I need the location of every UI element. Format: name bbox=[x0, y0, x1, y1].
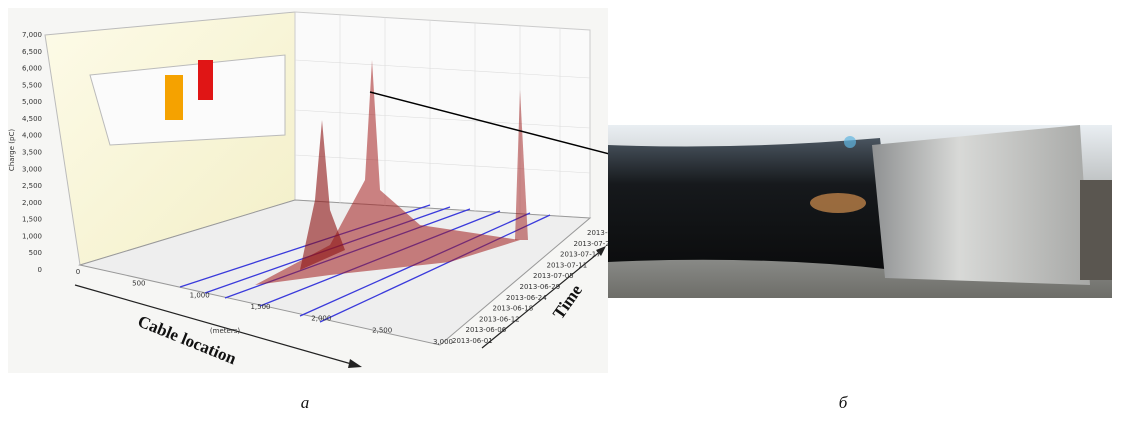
date-label: 2013-07-28 bbox=[587, 229, 628, 237]
y-tick-label: 4,000 bbox=[22, 132, 42, 140]
damage-spot bbox=[810, 193, 866, 213]
y-tick-label: 6,000 bbox=[22, 65, 42, 73]
y-tick-label: 2,500 bbox=[22, 182, 42, 190]
y-tick-label: 5,000 bbox=[22, 98, 42, 106]
arrow-head bbox=[596, 246, 606, 256]
y-tick-label: 0 bbox=[38, 266, 42, 274]
wall-grid bbox=[294, 15, 591, 216]
date-label: 2013-06-24 bbox=[506, 294, 547, 302]
time-arrow bbox=[481, 249, 603, 349]
date-label: 2013-06-06 bbox=[466, 326, 507, 334]
x-tick-label: 2,000 bbox=[311, 315, 331, 323]
arrow-head bbox=[348, 359, 362, 368]
y-tick-label: 3,500 bbox=[22, 149, 42, 157]
x-tick-label: 500 bbox=[132, 280, 145, 288]
date-label: 2013-06-29 bbox=[520, 283, 561, 291]
y-tick-label: 4,500 bbox=[22, 115, 42, 123]
panel-b bbox=[608, 125, 1112, 298]
metal-sleeve bbox=[872, 125, 1090, 285]
right-wall bbox=[294, 11, 591, 219]
x-axis-unit: (meters) bbox=[210, 327, 240, 335]
date-label: 2013-07-23 bbox=[574, 240, 615, 248]
x-tick-label: 1,000 bbox=[190, 291, 210, 299]
inset-bar bbox=[165, 75, 183, 120]
y-tick-label: 1,500 bbox=[22, 216, 42, 224]
discharge-cloud bbox=[255, 60, 520, 285]
x-tick-label: 3,000 bbox=[433, 338, 453, 346]
x-arrow bbox=[74, 284, 356, 366]
y-tick-label: 3,000 bbox=[22, 165, 42, 173]
inset bbox=[89, 54, 286, 146]
y-tick-label: 2,000 bbox=[22, 199, 42, 207]
inset-bar bbox=[198, 60, 213, 100]
y-axis-label: Charge (pC) bbox=[8, 129, 16, 171]
y-tick-label: 1,000 bbox=[22, 232, 42, 240]
discharge-cloud bbox=[300, 120, 345, 270]
y-tick-label: 6,500 bbox=[22, 48, 42, 56]
y-tick-label: 7,000 bbox=[22, 31, 42, 39]
ticks: 0 500 1,000 1,500 2,000 2,500 3,000 3,500 4,000 4… bbox=[22, 31, 628, 346]
date-label: 2013-07-05 bbox=[533, 272, 574, 280]
panel-a: Charge (pC) (meters) Cable location Time… bbox=[8, 8, 818, 373]
date-label: 2013-07-17 bbox=[560, 251, 601, 259]
highlight bbox=[844, 136, 856, 148]
date-label: 2013-06-12 bbox=[479, 315, 520, 323]
discharge-cloud bbox=[515, 90, 528, 240]
cable bbox=[608, 138, 895, 270]
x-tick-label: 0 bbox=[76, 268, 80, 276]
date-label: 2013-06-18 bbox=[493, 305, 534, 313]
x-tick-label: 1,500 bbox=[250, 303, 270, 311]
date-label: 2013-06-01 bbox=[452, 337, 493, 345]
caption: б bbox=[839, 393, 848, 412]
photo-bg bbox=[1080, 180, 1112, 280]
y-tick-label: 500 bbox=[29, 249, 42, 257]
x-tick-label: 2,500 bbox=[372, 326, 392, 334]
caption: a bbox=[301, 393, 310, 412]
y-tick-label: 5,500 bbox=[22, 81, 42, 89]
date-label: 2013-07-11 bbox=[547, 261, 588, 269]
